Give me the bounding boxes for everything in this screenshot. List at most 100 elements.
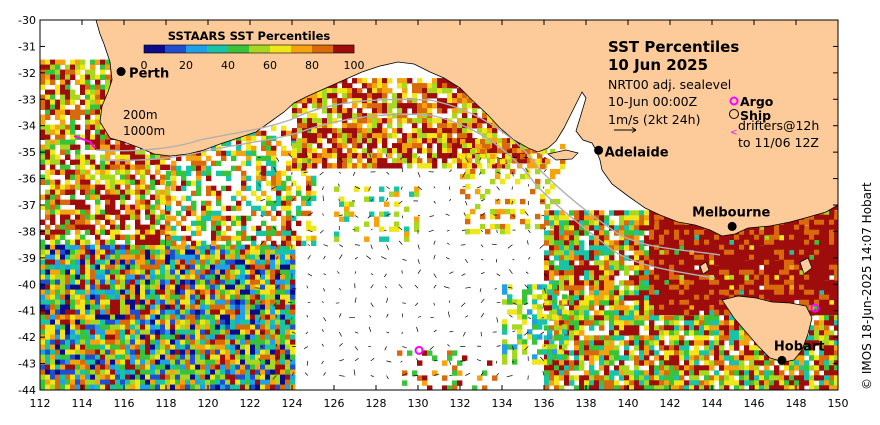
sst-cell (427, 158, 433, 164)
sst-cell (255, 354, 261, 360)
sst-cell (100, 164, 106, 170)
sst-cell (160, 359, 166, 365)
sst-cell (809, 325, 815, 331)
sst-cell (70, 374, 76, 380)
sst-cell (55, 69, 61, 75)
sst-cell (599, 225, 605, 231)
sst-cell (240, 314, 246, 320)
sst-cell (634, 340, 640, 346)
sst-cell (260, 359, 266, 365)
sst-cell (285, 309, 291, 315)
sst-cell (150, 179, 156, 185)
sst-cell (191, 165, 197, 172)
sst-cell (65, 169, 71, 175)
sst-cell (367, 88, 373, 94)
sst-cell (584, 335, 590, 341)
sst-cell (205, 249, 211, 255)
sst-cell (634, 300, 640, 306)
sst-cell (604, 300, 610, 306)
sst-cell (240, 319, 246, 325)
sst-cell (559, 315, 565, 321)
sst-cell (352, 98, 358, 104)
sst-cell (195, 349, 201, 355)
sst-cell (280, 294, 286, 300)
sst-cell (195, 314, 201, 320)
sst-cell (130, 324, 136, 330)
sst-cell (100, 169, 106, 175)
sst-cell (200, 304, 206, 310)
sst-cell (55, 234, 61, 240)
sst-cell (619, 215, 625, 221)
sst-cell (619, 210, 625, 216)
sst-cell (80, 299, 86, 305)
sst-cell (644, 215, 650, 221)
sst-cell (372, 103, 378, 109)
sst-cell (550, 173, 556, 180)
sst-cell (629, 215, 635, 221)
sst-cell (105, 329, 111, 335)
sst-cell (166, 170, 172, 177)
sst-cell (694, 320, 700, 326)
sst-cell (480, 193, 486, 200)
sst-cell (125, 334, 131, 340)
sst-cell (437, 133, 443, 139)
sst-cell (130, 189, 136, 195)
sst-cell (165, 284, 171, 290)
sst-cell (285, 299, 291, 305)
sst-cell (497, 158, 503, 164)
sst-cell (275, 379, 281, 385)
sst-cell (327, 118, 333, 124)
sst-cell (311, 180, 317, 187)
sst-cell (639, 350, 645, 356)
sst-cell (402, 103, 408, 109)
sst-cell (235, 384, 241, 390)
sst-cell (210, 339, 216, 345)
sst-cell (527, 163, 533, 169)
sst-cell (334, 211, 340, 217)
sst-cell (599, 310, 605, 316)
sst-cell (135, 374, 141, 380)
sst-cell (75, 174, 81, 180)
sst-cell (240, 379, 246, 385)
sst-cell (155, 239, 161, 245)
sst-cell (342, 153, 348, 159)
sst-cell (55, 224, 61, 230)
sst-cell (357, 108, 363, 114)
sst-cell (90, 364, 96, 370)
sst-cell (40, 319, 46, 325)
sst-cell (477, 128, 483, 134)
sst-cell (382, 138, 388, 144)
sst-cell (125, 144, 131, 150)
sst-cell (394, 211, 400, 217)
sst-cell (181, 205, 187, 212)
sst-cell (80, 379, 86, 385)
sst-cell (629, 350, 635, 356)
sst-cell (699, 335, 705, 341)
sst-cell (819, 330, 825, 336)
sst-cell (344, 216, 350, 222)
sst-cell (235, 304, 241, 310)
sst-cell (604, 235, 610, 241)
sst-cell (150, 339, 156, 345)
sst-cell (584, 230, 590, 236)
sst-cell (311, 175, 317, 182)
sst-cell (100, 339, 106, 345)
sst-cell (364, 196, 370, 202)
sst-cell (369, 196, 375, 202)
sst-cell (437, 83, 443, 89)
sst-cell (306, 185, 312, 192)
sst-cell (135, 384, 141, 390)
sst-cell (689, 330, 695, 336)
sst-cell (285, 254, 291, 260)
sst-cell (286, 195, 292, 202)
sst-cell (487, 148, 493, 154)
sst-cell (85, 349, 91, 355)
sst-cell (609, 335, 615, 341)
sst-cell (230, 329, 236, 335)
sst-cell (271, 215, 277, 222)
sst-cell (175, 294, 181, 300)
sst-cell (40, 84, 46, 90)
sst-cell (155, 179, 161, 185)
sst-cell (125, 284, 131, 290)
sst-cell (564, 350, 570, 356)
